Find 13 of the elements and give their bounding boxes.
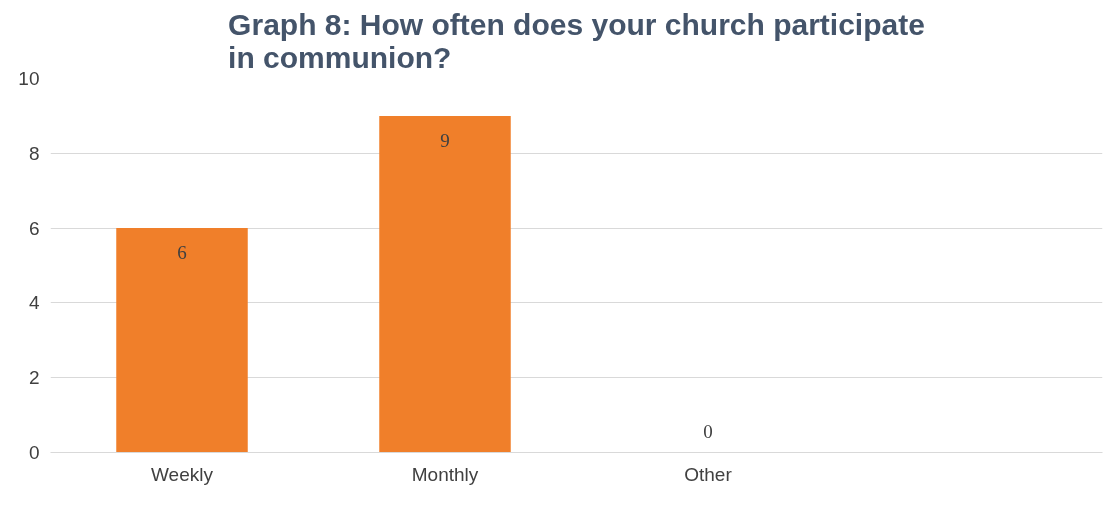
x-tick-label: Weekly bbox=[151, 463, 214, 485]
y-tick-label: 0 bbox=[28, 442, 40, 463]
y-tick-label: 8 bbox=[28, 142, 40, 164]
y-tick-label: 10 bbox=[18, 68, 40, 89]
data-label: 0 bbox=[703, 420, 713, 442]
y-tick-label: 6 bbox=[28, 217, 40, 239]
y-tick-label: 2 bbox=[28, 367, 40, 389]
x-tick-label: Other bbox=[684, 463, 733, 485]
data-label: 9 bbox=[440, 129, 450, 151]
chart-title: Graph 8: How often does your church participate in communion? bbox=[228, 7, 925, 74]
y-tick-label: 4 bbox=[28, 292, 40, 314]
data-label: 6 bbox=[177, 242, 187, 264]
x-tick-label: Monthly bbox=[411, 463, 479, 485]
